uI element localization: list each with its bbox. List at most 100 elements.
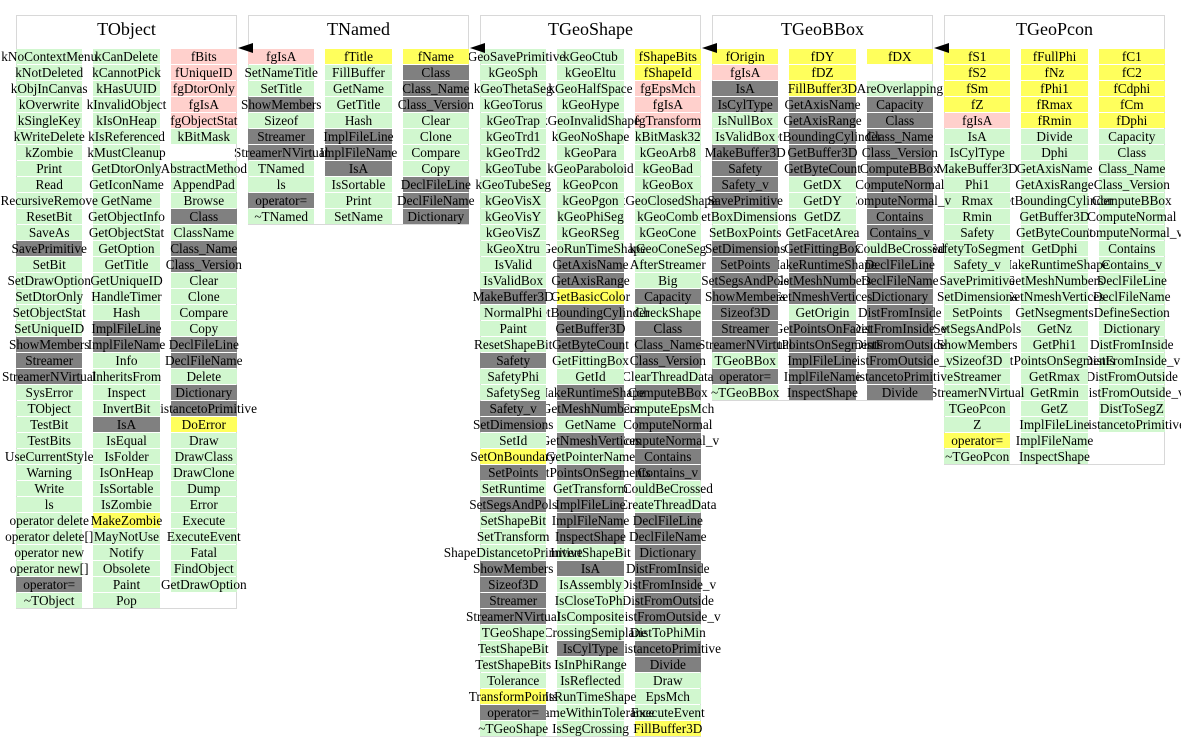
member-cell[interactable]: GetAxisName	[552, 256, 629, 272]
member-cell[interactable]: DistFromOutside	[853, 336, 946, 352]
member-cell[interactable]: GetPointsOnFacet	[773, 320, 872, 336]
member-cell[interactable]: ImplFileLine	[91, 320, 162, 336]
member-cell[interactable]: Class_Name	[866, 128, 934, 144]
member-cell[interactable]: GetTransform	[553, 480, 628, 496]
member-cell[interactable]: ImplFileLine	[555, 496, 626, 512]
member-cell[interactable]: ShowMembers	[936, 336, 1018, 352]
member-cell[interactable]: SetDrawOption	[7, 272, 91, 288]
member-cell[interactable]: fC1	[1098, 49, 1165, 64]
member-cell[interactable]: IsCylType	[557, 641, 624, 656]
member-cell[interactable]: operator delete[]	[5, 528, 94, 544]
member-cell[interactable]: ShowMembers	[472, 560, 554, 576]
member-cell[interactable]: SetObjectStat	[12, 304, 86, 320]
member-cell[interactable]: GetNmeshVertices	[540, 432, 641, 448]
member-cell[interactable]: fgIsA	[944, 113, 1011, 128]
member-cell[interactable]: NormalPhi	[480, 305, 547, 320]
member-cell[interactable]: TransformPoints	[468, 688, 558, 704]
member-cell[interactable]: kGeoNoShape	[551, 128, 630, 144]
member-cell[interactable]: DeclFileName	[397, 192, 475, 208]
member-cell[interactable]: Sizeof3D	[944, 353, 1011, 368]
member-cell[interactable]: IsA	[944, 129, 1011, 144]
member-cell[interactable]: Phi1	[944, 177, 1011, 192]
member-cell[interactable]: Clear	[170, 273, 237, 288]
member-cell[interactable]: ~TGeoPcon	[944, 448, 1011, 464]
member-cell[interactable]: StreamerNVirtual	[465, 608, 561, 624]
member-cell[interactable]: Error	[170, 497, 237, 512]
member-cell[interactable]: operator=	[16, 577, 83, 592]
member-cell[interactable]: GetRmax	[1021, 369, 1088, 384]
member-cell[interactable]: SetSegsAndPols	[701, 272, 790, 288]
member-cell[interactable]: Pop	[93, 593, 160, 608]
member-cell[interactable]: DefineSection	[1093, 304, 1170, 320]
member-cell[interactable]: kGeoVisY	[480, 209, 547, 224]
member-cell[interactable]: ~TGeoBBox	[710, 384, 780, 400]
member-cell[interactable]: DistFromOutside	[1085, 368, 1178, 384]
member-cell[interactable]: GetBoundingCylinder	[763, 128, 882, 144]
member-cell[interactable]: GetBoundingCylinder	[995, 192, 1114, 208]
member-cell[interactable]: fBits	[170, 49, 237, 64]
member-cell[interactable]: DistFromOutside_v	[846, 352, 953, 368]
member-cell[interactable]: IsInPhiRange	[554, 656, 627, 672]
member-cell[interactable]: ComputeBBox	[627, 384, 708, 400]
member-cell[interactable]: ExecuteEvent	[166, 528, 241, 544]
member-cell[interactable]: GetOrigin	[789, 305, 856, 320]
member-cell[interactable]: ComputeNormal	[1087, 208, 1177, 224]
member-cell[interactable]: ComputeBBox	[859, 160, 940, 176]
member-cell[interactable]: GetByteCount	[784, 160, 861, 176]
member-cell[interactable]: Streamer	[712, 321, 779, 336]
member-cell[interactable]: CouldBeCrossed	[854, 240, 945, 256]
member-cell[interactable]: kGeoClosedShape	[618, 192, 717, 208]
member-cell[interactable]: IsSegCrossing	[552, 720, 629, 736]
member-cell[interactable]: ComputeBBox	[1091, 192, 1172, 208]
member-cell[interactable]: Paint	[93, 577, 160, 592]
member-cell[interactable]: Big	[634, 273, 701, 288]
member-cell[interactable]: Capacity	[866, 97, 933, 112]
member-cell[interactable]: GetPointsOnSegments	[530, 464, 651, 480]
member-cell[interactable]: operator delete	[9, 512, 89, 528]
member-cell[interactable]: MakeBuffer3D	[936, 160, 1018, 176]
member-cell[interactable]: ShowMembers	[704, 288, 786, 304]
member-cell[interactable]: Sizeof3D	[712, 305, 779, 320]
member-cell[interactable]: Inspect	[93, 385, 160, 400]
member-cell[interactable]: fFullPhi	[1021, 49, 1088, 64]
member-cell[interactable]: operator new	[14, 544, 85, 560]
member-cell[interactable]: StreamerNVirtual	[929, 384, 1025, 400]
member-cell[interactable]: GetZ	[1021, 401, 1088, 416]
member-cell[interactable]: kGeoVisX	[480, 193, 547, 208]
member-cell[interactable]: fgDtorOnly	[170, 81, 237, 96]
member-cell[interactable]: InheritsFrom	[91, 368, 162, 384]
member-cell[interactable]: kGeoPcon	[557, 177, 624, 192]
member-cell[interactable]: InvertBit	[93, 401, 160, 416]
member-cell[interactable]: DistFromOutside_v	[614, 608, 721, 624]
member-cell[interactable]: kGeoVisZ	[480, 225, 547, 240]
member-cell[interactable]: SetUniqueID	[14, 320, 85, 336]
member-cell[interactable]: ComputeNormal_v	[616, 432, 720, 448]
member-cell[interactable]: Dictionary	[866, 289, 933, 304]
member-cell[interactable]: Clone	[402, 129, 469, 144]
member-cell[interactable]: kGeoTubeSeg	[475, 176, 551, 192]
member-cell[interactable]: UseCurrentStyle	[4, 448, 94, 464]
member-cell[interactable]: kBitMask32	[634, 128, 701, 144]
member-cell[interactable]: StreamerNVirtual	[697, 336, 793, 352]
member-cell[interactable]: GetBuffer3D	[555, 320, 626, 336]
member-cell[interactable]: IsAssembly	[557, 576, 624, 592]
member-cell[interactable]: SetPoints	[944, 305, 1011, 320]
member-cell[interactable]: DistToSegZ	[1098, 400, 1165, 416]
member-cell[interactable]: TGeoShape	[480, 624, 547, 640]
member-cell[interactable]: ~TGeoShape	[478, 720, 549, 736]
member-cell[interactable]: SetName	[325, 209, 392, 224]
member-cell[interactable]: Copy	[402, 161, 469, 176]
member-cell[interactable]: ClassName	[170, 225, 237, 240]
member-cell[interactable]: fS2	[944, 65, 1011, 80]
member-cell[interactable]: DoError	[170, 417, 237, 432]
member-cell[interactable]: ComputeNormal_v	[1080, 224, 1181, 240]
member-cell[interactable]: fDY	[789, 49, 856, 64]
member-cell[interactable]: Safety_v	[712, 177, 779, 192]
member-cell[interactable]: DeclFileName	[629, 528, 707, 544]
class-title[interactable]: TGeoBBox	[781, 19, 864, 39]
member-cell[interactable]: kGeoRunTimeShape	[534, 240, 647, 256]
member-cell[interactable]: kGeoCone	[634, 225, 701, 240]
member-cell[interactable]: ls	[248, 177, 315, 192]
member-cell[interactable]: Obsolete	[93, 561, 160, 576]
member-cell[interactable]: Class	[170, 209, 237, 224]
